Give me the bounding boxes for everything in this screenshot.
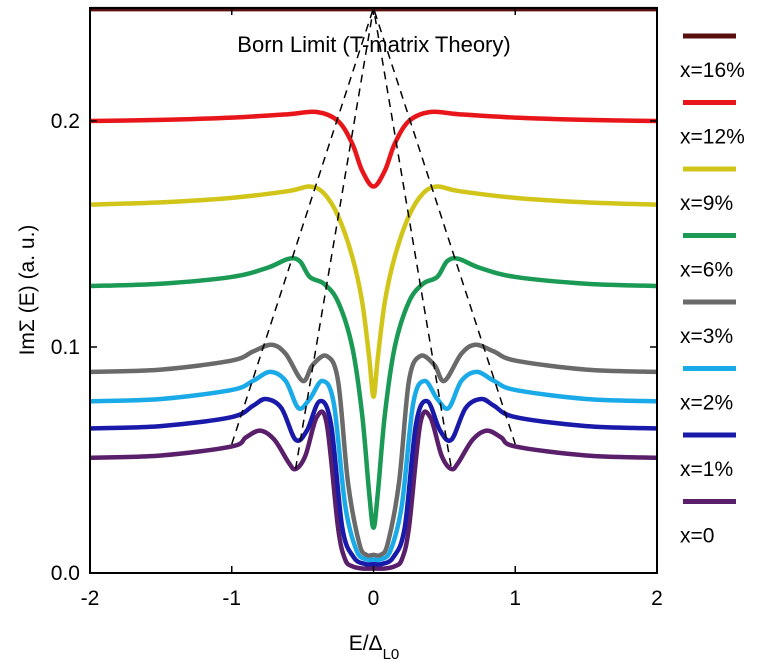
legend: x=16% x=12% x=9% x=6% x=3% x=2% x=1% x=0	[680, 33, 745, 548]
series-line-x-3pct	[89, 342, 658, 558]
legend-label-x-16pct: x=16%	[680, 59, 745, 82]
legend-label-x-2pct: x=2%	[680, 392, 733, 415]
legend-label-x-1pct: x=1%	[680, 458, 733, 481]
axis-ticks: -2 -1 0 1 2 0.0 0.1 0.2	[51, 8, 663, 610]
y-tick-label: 0.0	[51, 562, 80, 585]
y-axis-title: ImΣ (E) (a. u.)	[16, 225, 39, 356]
x-axis-title: E/ΔL0	[349, 632, 400, 663]
legend-label-x-0: x=0	[680, 525, 714, 548]
x-tick-label: -2	[81, 587, 100, 610]
x-axis-title-sub: L0	[383, 646, 400, 663]
y-tick-label: 0.1	[51, 336, 80, 359]
legend-label-x-6pct: x=6%	[680, 259, 733, 282]
x-tick-label: 1	[509, 587, 521, 610]
x-axis-title-main: E/Δ	[349, 632, 383, 655]
series-line-x-2pct	[89, 369, 658, 563]
series-line-x-12pct	[89, 109, 658, 189]
plot-lines	[89, 6, 658, 571]
series-line-x-1pct	[89, 396, 658, 567]
legend-label-x-3pct: x=3%	[680, 325, 733, 348]
x-tick-label: -1	[222, 587, 241, 610]
plot-frame	[89, 7, 658, 574]
series-line-x-9pct	[89, 184, 658, 399]
x-tick-label: 2	[651, 587, 663, 610]
legend-label-x-9pct: x=9%	[680, 192, 733, 215]
chart-title: Born Limit (T-matrix Theory)	[237, 32, 510, 57]
y-tick-label: 0.2	[51, 110, 80, 133]
legend-label-x-12pct: x=12%	[680, 126, 745, 149]
dashed-guide-line-1	[231, 5, 516, 445]
series-line-x-0	[89, 409, 658, 571]
series-line-x-6pct	[89, 256, 658, 531]
x-tick-label: 0	[368, 587, 380, 610]
